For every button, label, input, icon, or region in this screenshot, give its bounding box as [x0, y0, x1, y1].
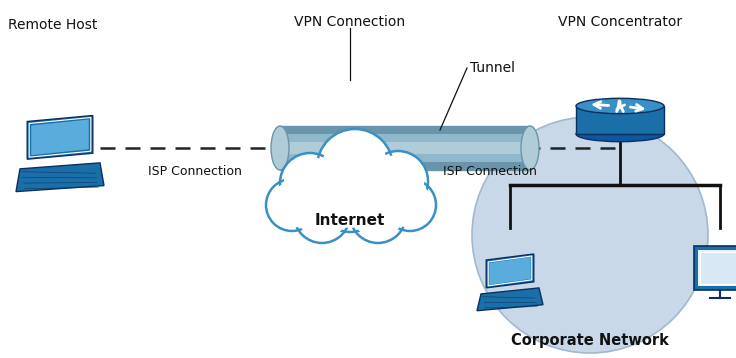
- Polygon shape: [27, 116, 93, 159]
- Text: Corporate Network: Corporate Network: [511, 333, 669, 348]
- Ellipse shape: [576, 126, 664, 142]
- Text: ISP Connection: ISP Connection: [148, 165, 242, 178]
- Circle shape: [372, 155, 423, 207]
- Polygon shape: [576, 106, 664, 134]
- Circle shape: [266, 179, 318, 231]
- Polygon shape: [280, 126, 530, 134]
- Circle shape: [472, 117, 708, 353]
- FancyBboxPatch shape: [700, 252, 736, 284]
- Circle shape: [317, 129, 393, 205]
- Circle shape: [350, 187, 406, 243]
- FancyBboxPatch shape: [698, 250, 736, 286]
- Polygon shape: [477, 288, 543, 311]
- Polygon shape: [280, 142, 530, 154]
- Polygon shape: [576, 106, 664, 134]
- Circle shape: [294, 187, 350, 243]
- Polygon shape: [280, 162, 530, 170]
- Text: Internet: Internet: [315, 213, 385, 227]
- Text: VPN Concentrator: VPN Concentrator: [558, 15, 682, 29]
- Ellipse shape: [576, 98, 664, 114]
- Circle shape: [388, 183, 432, 227]
- Circle shape: [270, 183, 314, 227]
- Circle shape: [280, 153, 340, 213]
- Polygon shape: [280, 126, 530, 170]
- Ellipse shape: [271, 126, 289, 170]
- Circle shape: [322, 135, 387, 199]
- Circle shape: [354, 191, 402, 239]
- Text: ISP Connection: ISP Connection: [443, 165, 537, 178]
- Circle shape: [318, 168, 382, 232]
- Ellipse shape: [521, 126, 539, 170]
- Polygon shape: [486, 254, 534, 288]
- Circle shape: [298, 191, 346, 239]
- Polygon shape: [489, 257, 531, 285]
- Circle shape: [285, 158, 336, 208]
- Circle shape: [384, 179, 436, 231]
- FancyBboxPatch shape: [694, 246, 736, 290]
- Polygon shape: [16, 163, 104, 192]
- Text: Tunnel: Tunnel: [470, 61, 515, 75]
- Text: VPN Connection: VPN Connection: [294, 15, 406, 29]
- Text: Remote Host: Remote Host: [8, 18, 97, 32]
- Circle shape: [323, 173, 377, 227]
- Polygon shape: [31, 120, 89, 155]
- Circle shape: [368, 151, 428, 211]
